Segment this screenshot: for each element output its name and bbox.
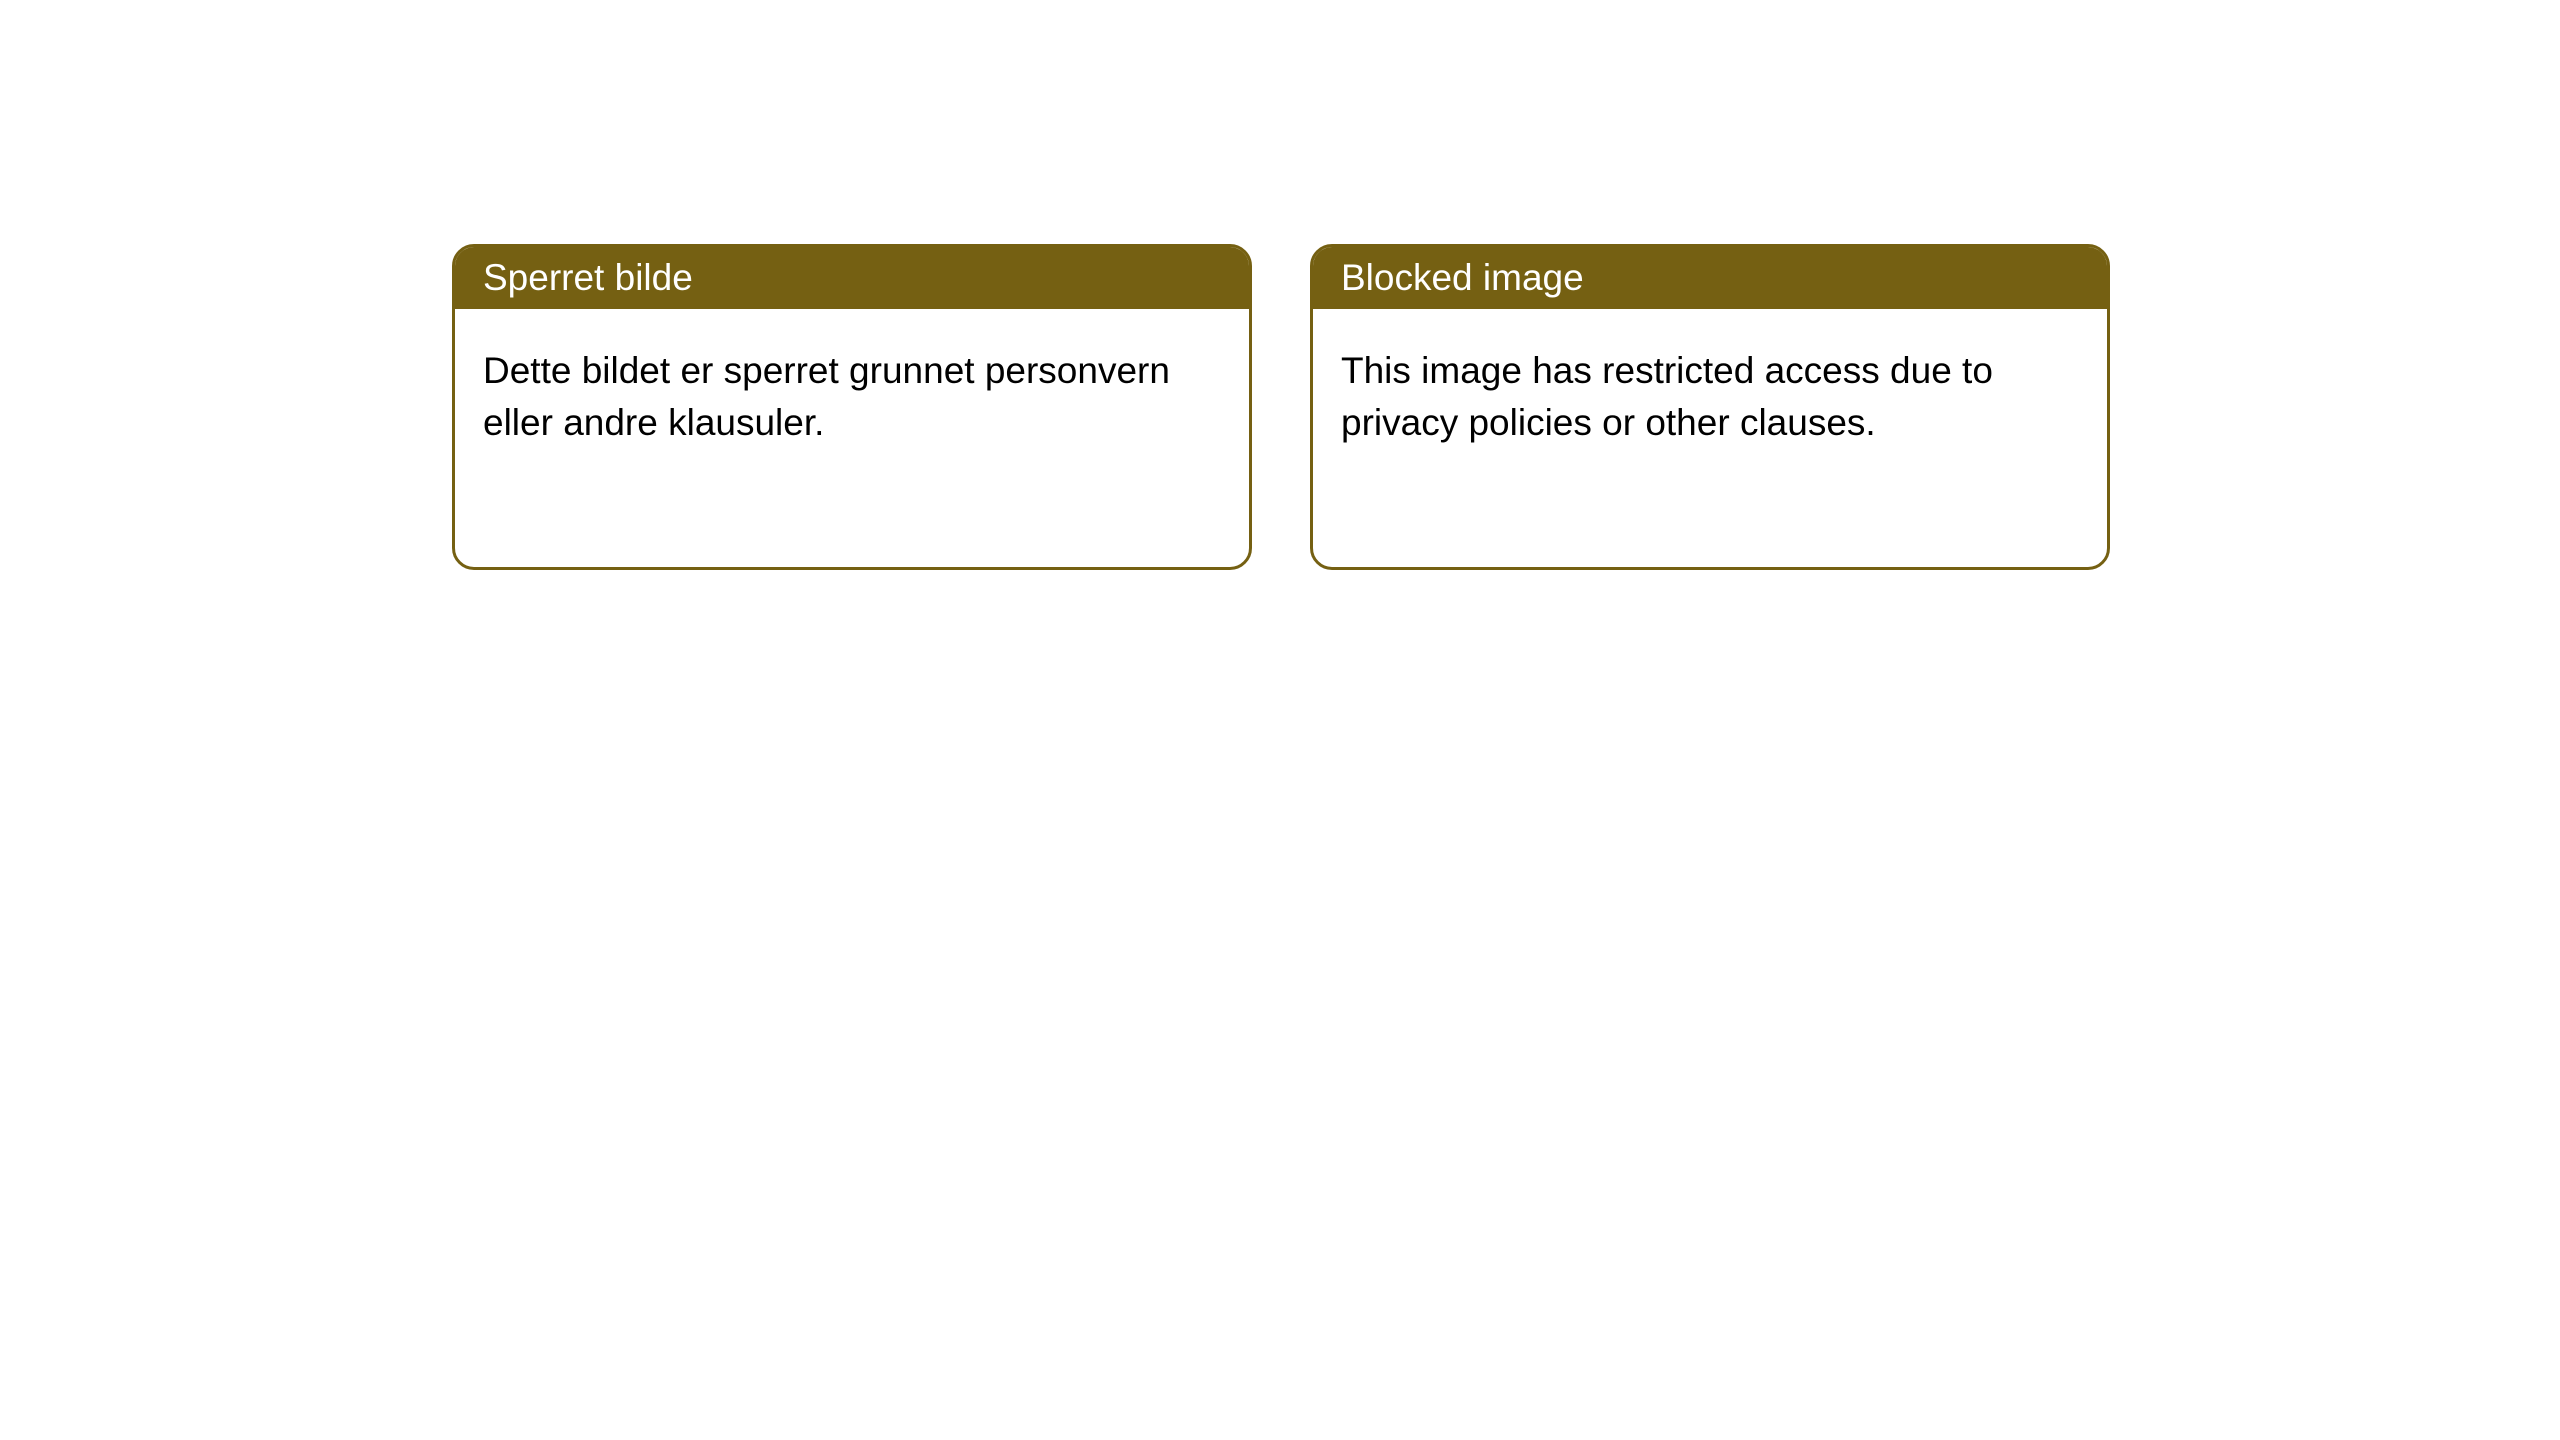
card-title: Sperret bilde — [483, 257, 693, 298]
card-header: Blocked image — [1313, 247, 2107, 309]
card-body-text: This image has restricted access due to … — [1341, 350, 1993, 443]
card-norwegian: Sperret bilde Dette bildet er sperret gr… — [452, 244, 1252, 570]
card-header: Sperret bilde — [455, 247, 1249, 309]
card-body: This image has restricted access due to … — [1313, 309, 2107, 485]
card-english: Blocked image This image has restricted … — [1310, 244, 2110, 570]
cards-container: Sperret bilde Dette bildet er sperret gr… — [452, 244, 2110, 570]
card-body-text: Dette bildet er sperret grunnet personve… — [483, 350, 1170, 443]
card-title: Blocked image — [1341, 257, 1584, 298]
card-body: Dette bildet er sperret grunnet personve… — [455, 309, 1249, 485]
